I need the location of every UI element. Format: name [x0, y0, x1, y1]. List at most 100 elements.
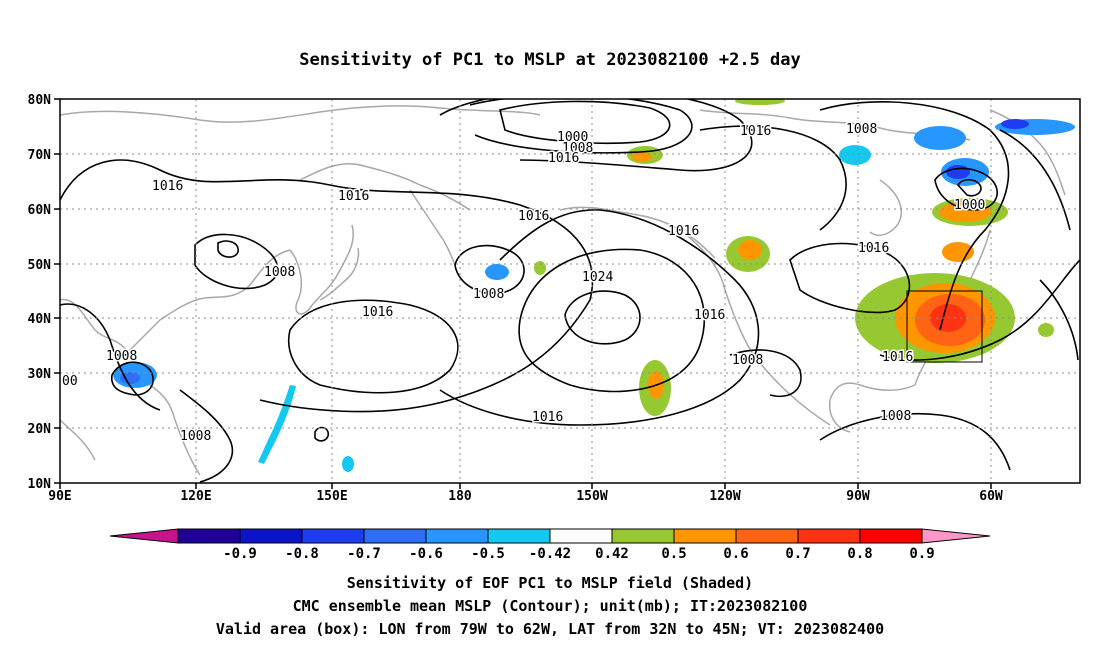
- lon-label: 120W: [709, 489, 740, 504]
- lat-label: 20N: [28, 422, 52, 437]
- caption-line-3: Valid area (box): LON from 79W to 62W, L…: [215, 620, 885, 638]
- isobar-1008-arctic: [469, 99, 693, 154]
- contour-label: 1008: [562, 141, 593, 156]
- neg-shade-canada-2: [914, 126, 966, 150]
- valid-area-box: [906, 290, 983, 363]
- neg-shade-china-core: [120, 372, 140, 384]
- contour-label: 1000: [557, 130, 588, 145]
- isobar-1016-big: [439, 209, 760, 426]
- colorbar-segment: [239, 528, 303, 544]
- colorbar-segment: [425, 528, 489, 544]
- contour-label: 1000: [954, 198, 985, 213]
- contour-label: 1016: [338, 189, 369, 204]
- colorbar-labels: -0.9 -0.8 -0.7 -0.6 -0.5 -0.42 0.42 0.5 0.6 0.7 0.…: [223, 546, 935, 562]
- coastline-hudson-bay: [869, 179, 902, 236]
- coastline-china: [127, 249, 291, 353]
- contour-label: 1008: [473, 287, 504, 302]
- contour-label: 1016: [362, 305, 393, 320]
- contour-labels: 1000 1008 1016 1016 1008 1016 1016 1016 …: [61, 121, 987, 446]
- contour-label: 1016: [694, 308, 725, 323]
- contour-label: 1008: [880, 409, 911, 424]
- colorbar: [109, 528, 991, 544]
- isobar-1000-low: [934, 167, 998, 211]
- isobar-1024-high: [518, 248, 705, 393]
- map-border: [59, 98, 1081, 484]
- pos-shade-arctic-top: [735, 99, 785, 105]
- lat-label: 60N: [28, 203, 52, 218]
- isobar-1016-far-east: [1039, 279, 1079, 361]
- isobar-1032-high-core: [564, 290, 641, 345]
- contour-label: 1008: [180, 429, 211, 444]
- lat-label: 50N: [28, 258, 52, 273]
- coastline-india-sea: [60, 419, 96, 461]
- lat-label: 80N: [28, 93, 52, 108]
- contour-label: 1016: [518, 209, 549, 224]
- isobar-1000-asia-small: [217, 240, 239, 258]
- isobar-1008-na-north: [819, 101, 1010, 331]
- mslp-contours: [60, 99, 1080, 483]
- pos-shade-north-ca: [942, 242, 974, 262]
- lat-label: 70N: [28, 148, 52, 163]
- coastline-alaska: [559, 206, 716, 259]
- colorbar-segment: [301, 528, 365, 544]
- lat-label: 10N: [28, 477, 52, 492]
- coastline-korea-japan: [289, 224, 354, 315]
- colorbar-tick-label: 0.7: [785, 546, 810, 562]
- contour-label: 1016: [548, 151, 579, 166]
- contour-label: 00: [62, 374, 78, 389]
- contour-label: 1008: [106, 349, 137, 364]
- neg-shade-pacific-dot: [342, 456, 354, 472]
- pos-shade-quebec-core: [939, 202, 991, 222]
- coastline-gulf-mexico: [828, 382, 916, 433]
- lon-label: 120E: [180, 489, 211, 504]
- lon-label: 180: [448, 489, 472, 504]
- plot-title: Sensitivity of PC1 to MSLP at 2023082100…: [299, 50, 801, 70]
- colorbar-segment: [797, 528, 861, 544]
- lat-label: 30N: [28, 367, 52, 382]
- isobar-1016-east-edge: [999, 129, 1071, 231]
- colorbar-tick-label: -0.5: [471, 546, 505, 562]
- contour-label: 1008: [846, 122, 877, 137]
- contour-label: 1016: [668, 224, 699, 239]
- colorbar-segment: [549, 528, 613, 544]
- pos-shade-dateline: [534, 261, 546, 275]
- lon-label: 90E: [48, 489, 71, 504]
- contour-label: 1016: [152, 179, 183, 194]
- grid-lines: [60, 99, 1080, 483]
- colorbar-tick-label: -0.9: [223, 546, 257, 562]
- colorbar-tick-label: 0.9: [909, 546, 934, 562]
- contour-label: 1016: [532, 410, 563, 425]
- pos-shade-gulf-alaska-core: [738, 240, 762, 260]
- isobar-1008-sea: [179, 389, 234, 483]
- colorbar-segment: [735, 528, 799, 544]
- lon-label: 90W: [846, 489, 870, 504]
- lon-label: 60W: [979, 489, 1003, 504]
- isobar-1016-na-ridge: [789, 242, 911, 314]
- colorbar-segment: [859, 528, 923, 544]
- isobar-1008-dateline: [454, 244, 525, 295]
- colorbar-left-arrow: [109, 528, 179, 544]
- lon-label: 150E: [316, 489, 347, 504]
- lat-axis-labels: 80N 70N 60N 50N 40N 30N 20N 10N: [28, 93, 52, 492]
- lat-label: 40N: [28, 312, 52, 327]
- colorbar-segment: [363, 528, 427, 544]
- isobar-1008-south-china-outer: [60, 303, 161, 411]
- colorbar-right-arrow: [921, 528, 991, 544]
- coastline-kamchatka: [409, 189, 456, 266]
- neg-shade-canada-4: [946, 165, 970, 179]
- coastline-greenland: [989, 109, 1066, 196]
- contour-label: 1016: [740, 124, 771, 139]
- isobar-1008-asia: [194, 233, 279, 290]
- neg-shade-dateline: [485, 264, 509, 280]
- neg-shade-canada-1: [839, 145, 871, 165]
- colorbar-tick-label: -0.8: [285, 546, 319, 562]
- lon-axis-labels: 90E 120E 150E 180 150W 120W 90W 60W: [48, 489, 1003, 504]
- colorbar-tick-label: 0.8: [847, 546, 872, 562]
- isobar-1000-arctic: [499, 100, 671, 145]
- colorbar-segment: [611, 528, 675, 544]
- coastline-japan-islands: [319, 247, 360, 301]
- lon-label: 150W: [576, 489, 607, 504]
- colorbar-tick-label: 0.5: [661, 546, 686, 562]
- isobar-1016-atlantic: [879, 259, 1080, 361]
- isobar-1016-arctic-west: [60, 159, 594, 413]
